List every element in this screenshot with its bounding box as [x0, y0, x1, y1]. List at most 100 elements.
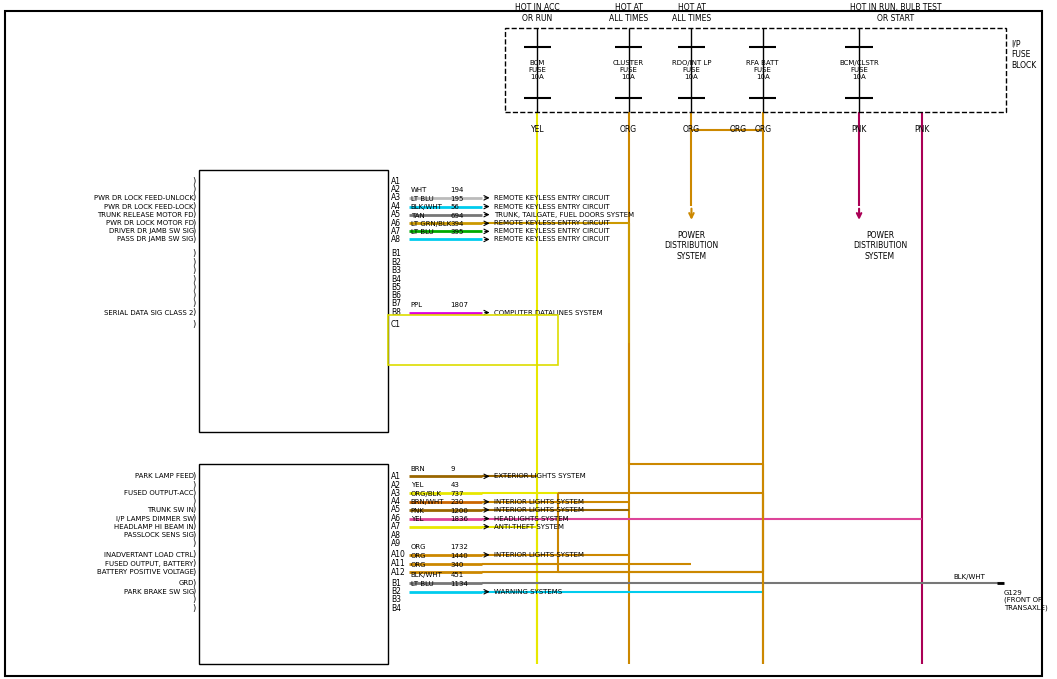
Text: ): )	[192, 227, 196, 236]
Text: PNK: PNK	[851, 126, 867, 134]
Text: GRD: GRD	[179, 580, 193, 586]
Text: HOT IN ACC
OR RUN: HOT IN ACC OR RUN	[515, 3, 560, 22]
Text: 1440: 1440	[450, 553, 468, 559]
Text: 694: 694	[450, 213, 464, 219]
Text: ): )	[192, 514, 196, 523]
Text: A11: A11	[391, 559, 406, 568]
Text: B2: B2	[391, 587, 401, 596]
Text: ORG/BLK: ORG/BLK	[411, 491, 442, 497]
Text: PPL: PPL	[411, 302, 423, 308]
Text: ): )	[192, 210, 196, 219]
Text: ): )	[192, 185, 196, 194]
Text: REMOTE KEYLESS ENTRY CIRCUIT: REMOTE KEYLESS ENTRY CIRCUIT	[495, 220, 610, 226]
Text: A1: A1	[391, 177, 401, 185]
Text: 56: 56	[450, 204, 460, 210]
Text: TRUNK SW IN: TRUNK SW IN	[147, 507, 193, 513]
Text: ): )	[192, 308, 196, 317]
Text: LT BLU: LT BLU	[411, 196, 433, 202]
Text: ORG: ORG	[683, 126, 700, 134]
Text: CLUSTER
FUSE
10A: CLUSTER FUSE 10A	[613, 60, 644, 80]
Text: A10: A10	[391, 551, 406, 559]
Text: B7: B7	[391, 299, 401, 308]
Text: LT BLU: LT BLU	[411, 581, 433, 587]
Text: REMOTE KEYLESS ENTRY CIRCUIT: REMOTE KEYLESS ENTRY CIRCUIT	[495, 195, 610, 201]
Text: ): )	[192, 489, 196, 498]
Text: ): )	[192, 497, 196, 507]
Text: ): )	[192, 202, 196, 211]
Text: A5: A5	[391, 210, 401, 219]
Text: PNK: PNK	[914, 126, 929, 134]
Text: ): )	[192, 177, 196, 185]
Text: PARK LAMP FEED: PARK LAMP FEED	[135, 473, 193, 479]
Text: A4: A4	[391, 202, 401, 211]
Text: ): )	[192, 258, 196, 267]
Text: ): )	[192, 604, 196, 613]
Text: B1: B1	[391, 249, 401, 258]
Text: PARK BRAKE SW SIG: PARK BRAKE SW SIG	[124, 589, 193, 595]
Text: 737: 737	[450, 491, 464, 497]
Text: B4: B4	[391, 604, 401, 613]
Text: ): )	[192, 235, 196, 244]
Text: TRUNK RELEASE MOTOR FD: TRUNK RELEASE MOTOR FD	[97, 212, 193, 217]
Text: I/P LAMPS DIMMER SW: I/P LAMPS DIMMER SW	[115, 515, 193, 521]
Text: ): )	[192, 505, 196, 515]
Text: HOT IN RUN, BULB TEST
OR START: HOT IN RUN, BULB TEST OR START	[850, 3, 942, 22]
Text: ORG: ORG	[620, 126, 637, 134]
Text: REMOTE KEYLESS ENTRY CIRCUIT: REMOTE KEYLESS ENTRY CIRCUIT	[495, 236, 610, 242]
Text: HOT AT
ALL TIMES: HOT AT ALL TIMES	[609, 3, 648, 22]
Text: PWR DR LOCK FEED-UNLOCK: PWR DR LOCK FEED-UNLOCK	[94, 195, 193, 201]
Text: 1134: 1134	[450, 581, 468, 587]
Text: PASS DR JAMB SW SIG: PASS DR JAMB SW SIG	[117, 236, 193, 242]
Text: ): )	[192, 531, 196, 540]
Text: ): )	[192, 299, 196, 308]
Text: A6: A6	[391, 514, 401, 523]
Text: YEL: YEL	[411, 516, 423, 522]
Text: WARNING SYSTEMS: WARNING SYSTEMS	[495, 589, 562, 595]
Text: 9: 9	[450, 466, 455, 472]
Text: A3: A3	[391, 194, 401, 202]
Text: PASSLOCK SENS SIG: PASSLOCK SENS SIG	[124, 532, 193, 538]
Text: LT BLU: LT BLU	[411, 229, 433, 235]
Text: ): )	[192, 568, 196, 576]
Text: BCM/CLSTR
FUSE
10A: BCM/CLSTR FUSE 10A	[839, 60, 879, 80]
Text: PWR DR LOCK FEED-LOCK: PWR DR LOCK FEED-LOCK	[105, 204, 193, 210]
Text: B1: B1	[391, 579, 401, 587]
Text: ): )	[192, 194, 196, 202]
Text: ): )	[192, 539, 196, 548]
Text: A2: A2	[391, 481, 401, 490]
Text: ): )	[192, 587, 196, 596]
Text: COMPUTER DATALINES SYSTEM: COMPUTER DATALINES SYSTEM	[495, 310, 604, 316]
Text: 394: 394	[450, 221, 464, 227]
Text: A2: A2	[391, 185, 401, 194]
Text: ): )	[192, 320, 196, 329]
Text: BLK/WHT: BLK/WHT	[411, 204, 443, 210]
Text: ): )	[192, 291, 196, 300]
Text: ORG: ORG	[730, 126, 747, 134]
Text: BCM
FUSE
10A: BCM FUSE 10A	[528, 60, 546, 80]
Text: RDO/INT LP
FUSE
10A: RDO/INT LP FUSE 10A	[671, 60, 711, 80]
Text: POWER
DISTRIBUTION
SYSTEM: POWER DISTRIBUTION SYSTEM	[665, 231, 719, 261]
Text: ORG: ORG	[411, 544, 426, 550]
Text: 1807: 1807	[450, 302, 468, 308]
Text: LT GRN/BLK: LT GRN/BLK	[411, 221, 451, 227]
Text: B3: B3	[391, 265, 401, 275]
Text: 195: 195	[450, 196, 464, 202]
Text: POWER
DISTRIBUTION
SYSTEM: POWER DISTRIBUTION SYSTEM	[853, 231, 907, 261]
Text: B2: B2	[391, 258, 401, 267]
Text: ): )	[192, 472, 196, 481]
Text: ORG: ORG	[754, 126, 772, 134]
Text: REMOTE KEYLESS ENTRY CIRCUIT: REMOTE KEYLESS ENTRY CIRCUIT	[495, 228, 610, 234]
Text: INTERIOR LIGHTS SYSTEM: INTERIOR LIGHTS SYSTEM	[495, 507, 585, 513]
Text: PWR DR LOCK MOTOR FD: PWR DR LOCK MOTOR FD	[106, 220, 193, 226]
Text: TAN: TAN	[411, 213, 425, 219]
Text: ): )	[192, 522, 196, 531]
Text: 451: 451	[450, 572, 464, 579]
Text: ): )	[192, 579, 196, 587]
Text: A6: A6	[391, 219, 401, 228]
Text: A9: A9	[391, 539, 401, 548]
Text: ): )	[192, 249, 196, 258]
Text: ): )	[192, 265, 196, 275]
Text: 194: 194	[450, 187, 464, 193]
Text: INADVERTANT LOAD CTRL: INADVERTANT LOAD CTRL	[105, 552, 193, 558]
Text: I/P
FUSE
BLOCK: I/P FUSE BLOCK	[1010, 40, 1036, 70]
